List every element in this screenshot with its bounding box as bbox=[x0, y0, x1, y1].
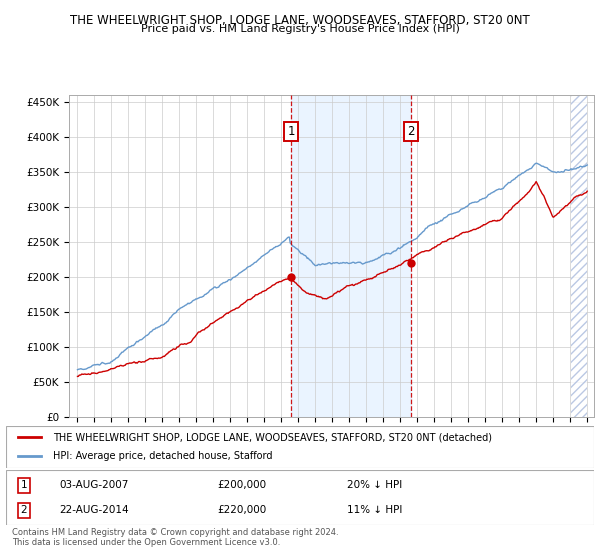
Text: 2: 2 bbox=[407, 125, 415, 138]
Text: This data is licensed under the Open Government Licence v3.0.: This data is licensed under the Open Gov… bbox=[12, 538, 280, 547]
Text: £200,000: £200,000 bbox=[218, 480, 267, 490]
Text: 03-AUG-2007: 03-AUG-2007 bbox=[59, 480, 128, 490]
Text: 22-AUG-2014: 22-AUG-2014 bbox=[59, 506, 128, 515]
Text: THE WHEELWRIGHT SHOP, LODGE LANE, WOODSEAVES, STAFFORD, ST20 0NT: THE WHEELWRIGHT SHOP, LODGE LANE, WOODSE… bbox=[70, 14, 530, 27]
Text: 20% ↓ HPI: 20% ↓ HPI bbox=[347, 480, 402, 490]
Text: 1: 1 bbox=[287, 125, 295, 138]
Text: HPI: Average price, detached house, Stafford: HPI: Average price, detached house, Staf… bbox=[53, 451, 272, 461]
Text: THE WHEELWRIGHT SHOP, LODGE LANE, WOODSEAVES, STAFFORD, ST20 0NT (detached): THE WHEELWRIGHT SHOP, LODGE LANE, WOODSE… bbox=[53, 432, 492, 442]
Text: Contains HM Land Registry data © Crown copyright and database right 2024.: Contains HM Land Registry data © Crown c… bbox=[12, 528, 338, 537]
Text: 1: 1 bbox=[21, 480, 28, 490]
Text: 2: 2 bbox=[21, 506, 28, 515]
Bar bbox=[291, 95, 411, 417]
Text: Price paid vs. HM Land Registry's House Price Index (HPI): Price paid vs. HM Land Registry's House … bbox=[140, 24, 460, 34]
Text: 11% ↓ HPI: 11% ↓ HPI bbox=[347, 506, 403, 515]
Text: £220,000: £220,000 bbox=[218, 506, 267, 515]
